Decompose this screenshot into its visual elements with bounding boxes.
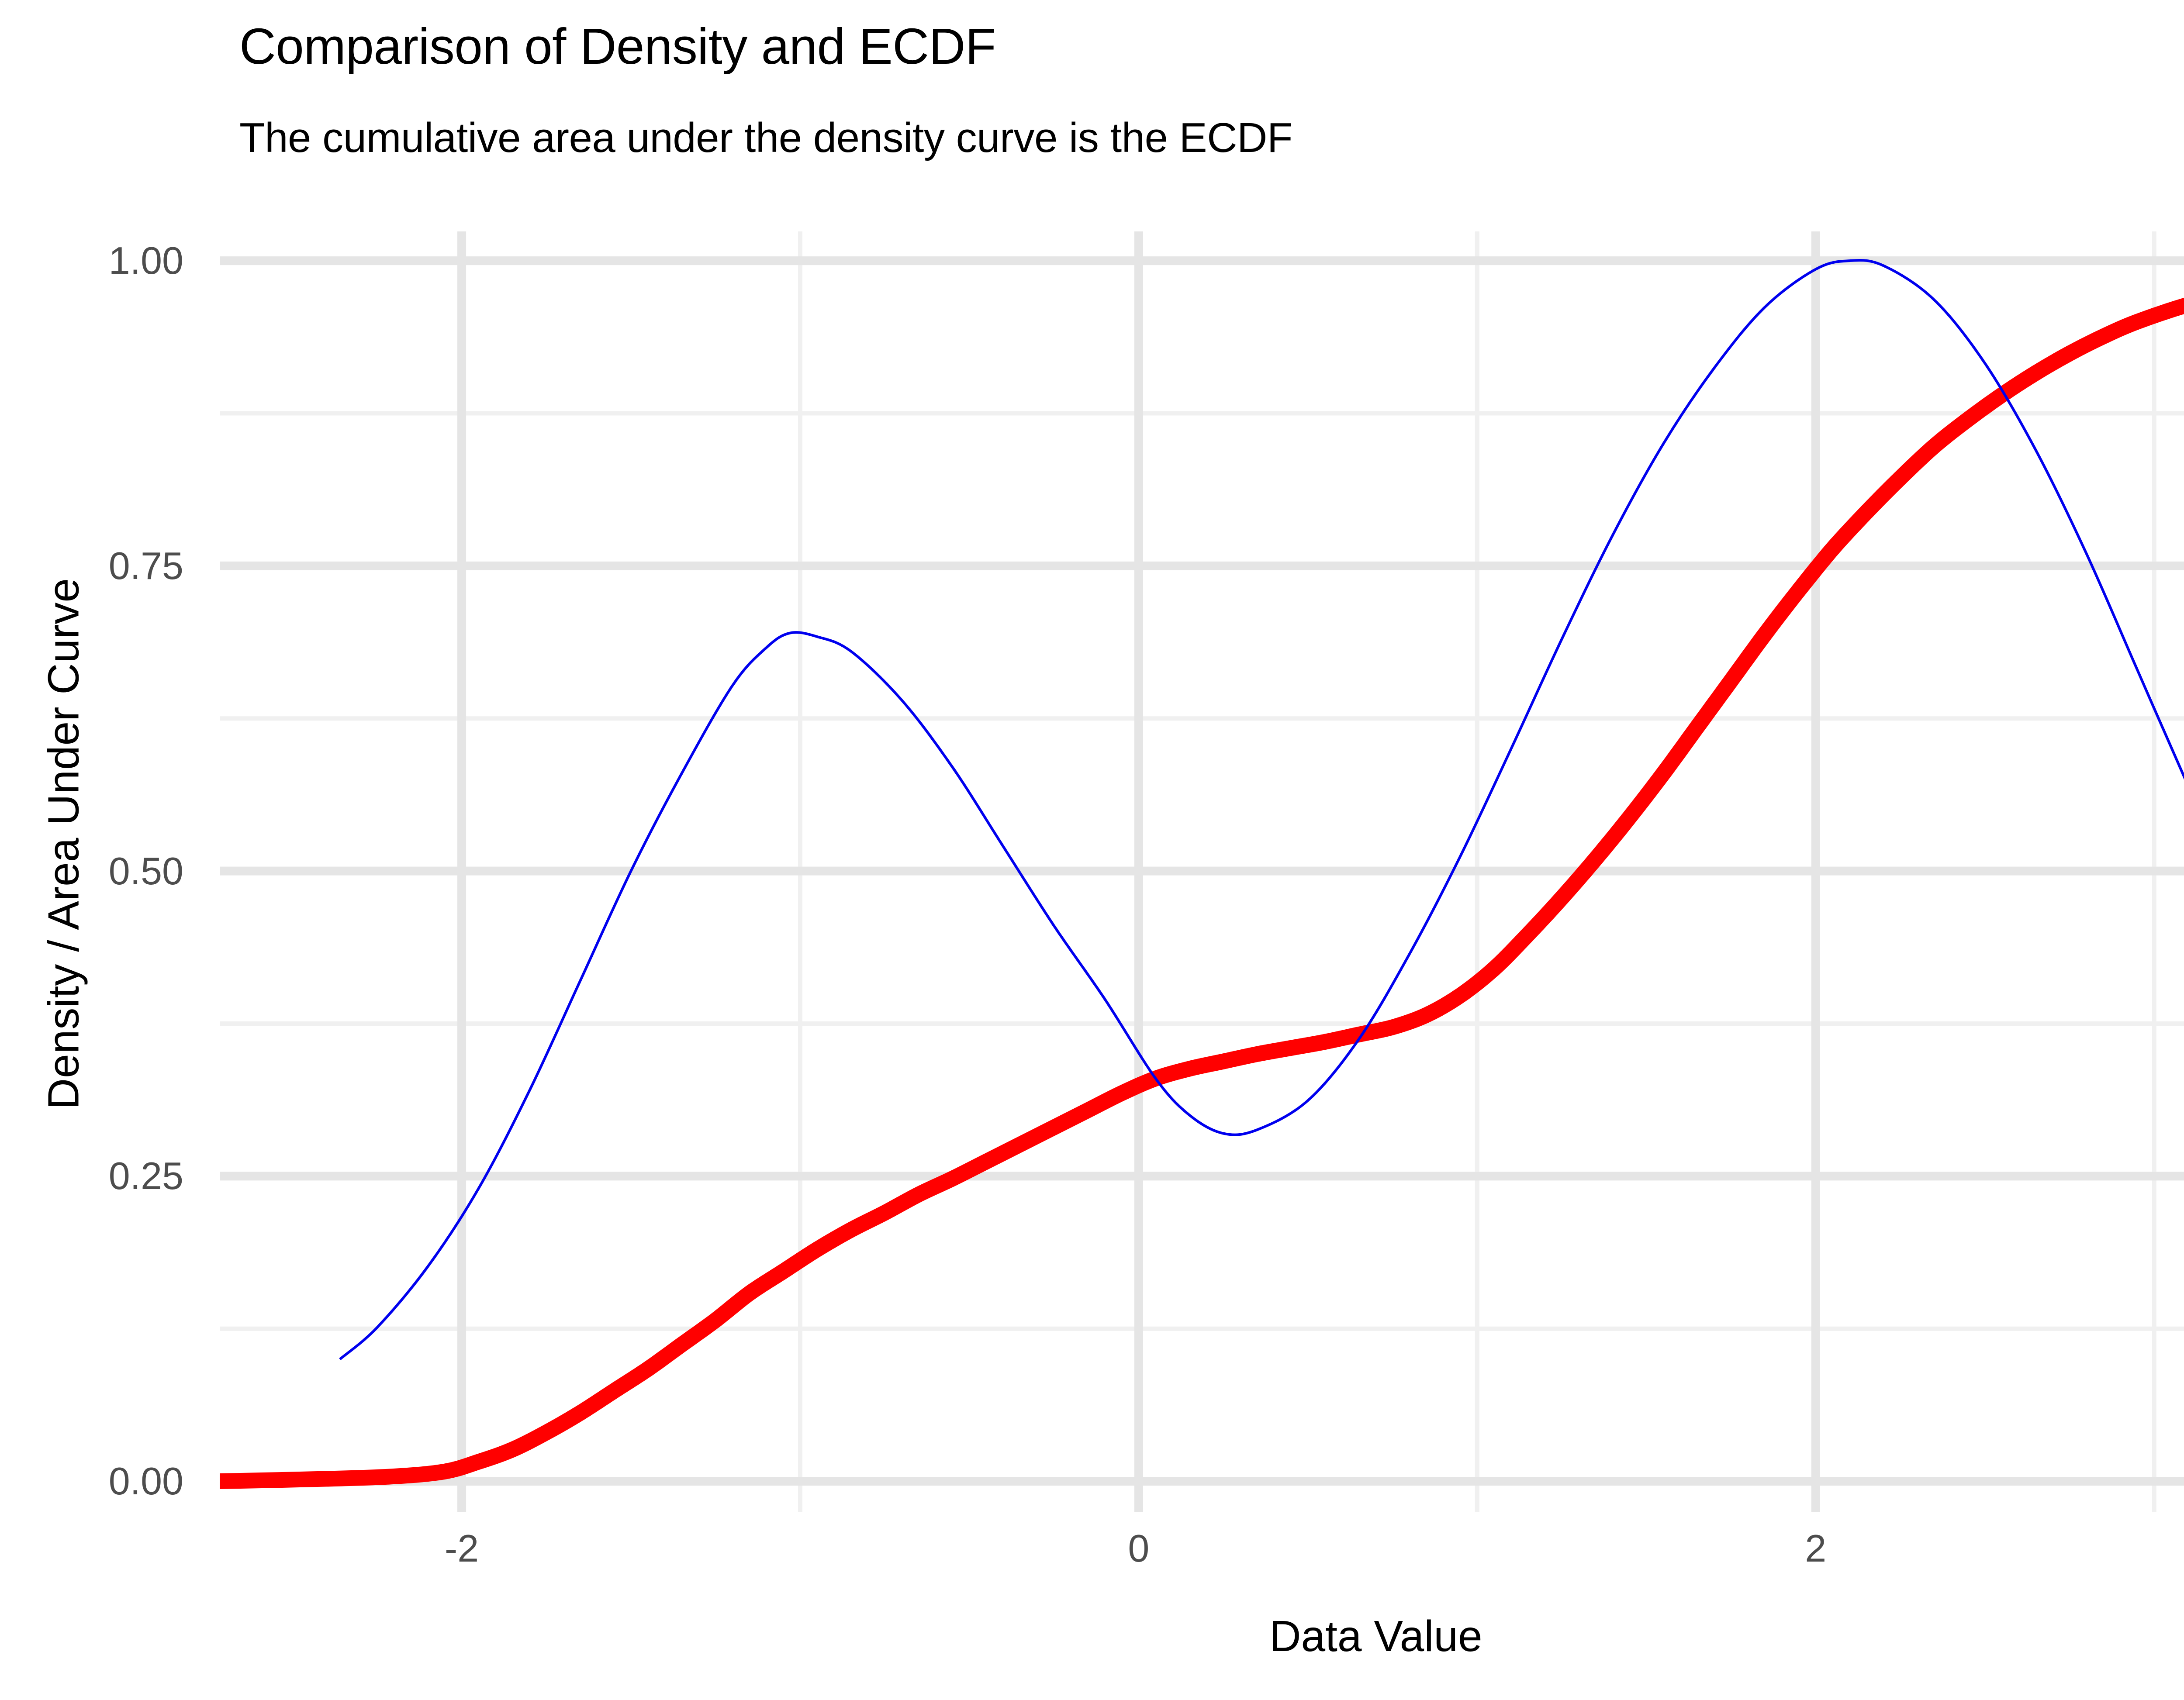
page-title: Comparison of Density and ECDF [239, 18, 996, 75]
y-tick-label: 0.00 [108, 1459, 183, 1503]
x-tick-label: -2 [444, 1527, 479, 1570]
y-tick-label: 0.75 [108, 544, 183, 587]
x-axis-tick-labels: -2024 [0, 1526, 2184, 1614]
curve-layer [220, 259, 2184, 1490]
grid-layer [220, 231, 2184, 1512]
y-tick-label: 0.50 [108, 849, 183, 893]
x-tick-label: 2 [1805, 1527, 1827, 1570]
plot-subtitle: The cumulative area under the density cu… [239, 114, 1292, 161]
ecdf-curve [220, 297, 2184, 1490]
y-axis-title: Density / Area Under Curve [39, 578, 88, 1110]
y-tick-label: 1.00 [108, 239, 183, 283]
x-tick-label: 0 [1128, 1527, 1150, 1570]
y-tick-label: 0.25 [108, 1154, 183, 1198]
x-axis-title: Data Value [1269, 1612, 1482, 1661]
y-axis-tick-labels: 0.00 0.25 0.50 0.75 1.00 [0, 0, 201, 1700]
density-curve [339, 259, 2184, 1360]
plot-panel [220, 231, 2184, 1512]
